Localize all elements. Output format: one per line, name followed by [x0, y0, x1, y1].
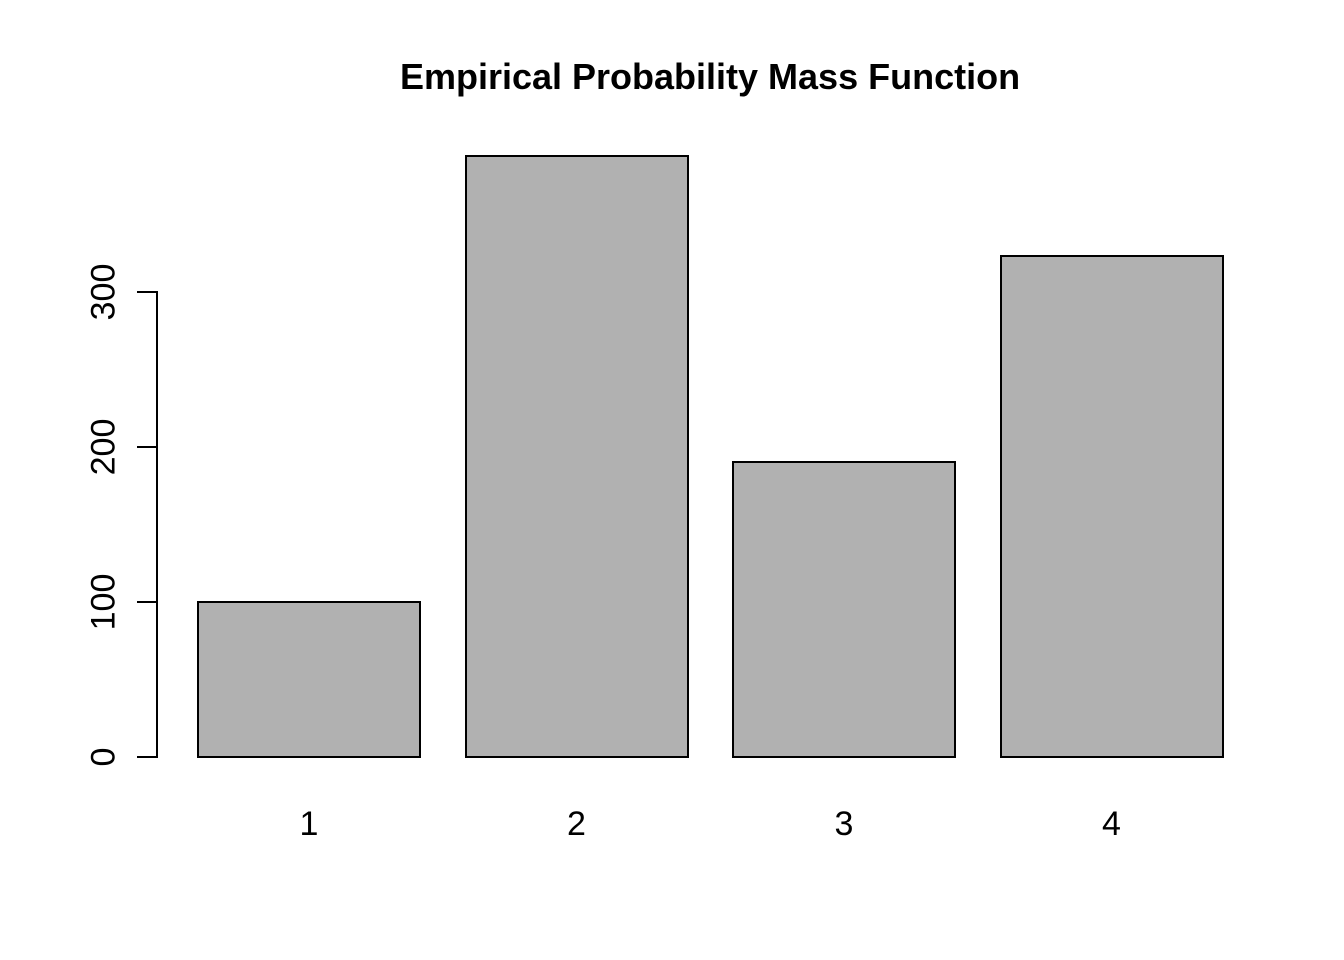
- x-axis-tick-label: 1: [299, 805, 319, 843]
- bar-3: [732, 461, 956, 758]
- bar-1: [197, 601, 421, 758]
- y-axis-tick-label: 100: [84, 573, 123, 631]
- chart-title: Empirical Probability Mass Function: [399, 56, 1021, 97]
- y-axis-tick: [137, 756, 157, 758]
- y-axis-tick: [137, 601, 157, 603]
- bar-2: [464, 155, 689, 758]
- y-axis-tick-label: 200: [84, 418, 123, 476]
- y-axis-tick-label: 300: [84, 263, 123, 321]
- y-axis-tick: [137, 446, 157, 448]
- x-axis-tick-label: 4: [1102, 805, 1121, 843]
- y-axis-tick-label: 0: [84, 747, 123, 767]
- y-axis-line: [156, 291, 158, 758]
- x-axis-tick-label: 3: [834, 805, 854, 843]
- x-axis-tick-label: 2: [567, 805, 586, 843]
- bar-4: [999, 255, 1224, 758]
- y-axis-tick: [137, 291, 157, 293]
